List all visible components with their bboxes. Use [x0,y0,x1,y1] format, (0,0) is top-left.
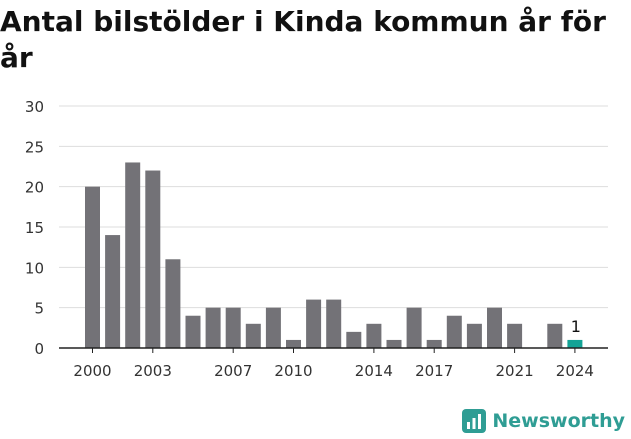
x-tick-label: 2017 [415,362,453,380]
x-tick-label: 2000 [73,362,111,380]
bar [487,307,502,348]
x-tick-label: 2010 [274,362,312,380]
y-tick-label: 10 [25,259,44,277]
brand-name: Newsworthy [492,410,625,432]
x-tick-label: 2003 [134,362,172,380]
bar [346,331,362,348]
x-tick-label: 2014 [355,362,393,380]
bar [265,307,281,348]
bar [225,307,241,348]
y-tick-label: 20 [25,179,44,197]
bar [446,315,462,348]
bar [386,339,402,348]
bar [165,259,181,348]
bar [85,186,100,348]
bar [567,339,583,348]
bar [366,323,382,348]
bar [145,170,161,348]
data-labels: 1 [571,317,581,336]
bar [466,323,482,348]
bar [125,162,141,348]
x-tick-label: 2007 [214,362,252,380]
y-tick-label: 5 [34,300,44,318]
x-tick-label: 2024 [556,362,594,380]
bar [426,339,442,348]
bar [547,323,563,348]
y-tick-label: 25 [25,138,44,156]
gridlines [59,105,608,309]
newsworthy-chart-logo-icon [462,409,487,433]
bar [306,299,322,348]
brand-logo: Newsworthy [462,409,625,433]
bars [85,162,583,348]
bar [286,339,301,348]
bar [406,307,422,348]
chart-title: Antal bilstölder i Kinda kommun år för å… [0,5,606,74]
y-tick-label: 15 [25,219,44,237]
bar [105,235,121,348]
y-tick-label: 30 [25,98,44,116]
bar [205,307,221,348]
bar [507,323,523,348]
y-tick-label: 0 [34,340,44,358]
bar [326,299,342,348]
data-label: 1 [571,317,581,336]
y-tick-labels: 0 5 10 15 20 25 30 [25,98,44,358]
bar [185,315,201,348]
x-tick-label: 2021 [496,362,534,380]
bar [245,323,261,348]
x-tick-labels: 2000 2003 2007 2010 2014 2017 2021 2024 [73,348,594,380]
